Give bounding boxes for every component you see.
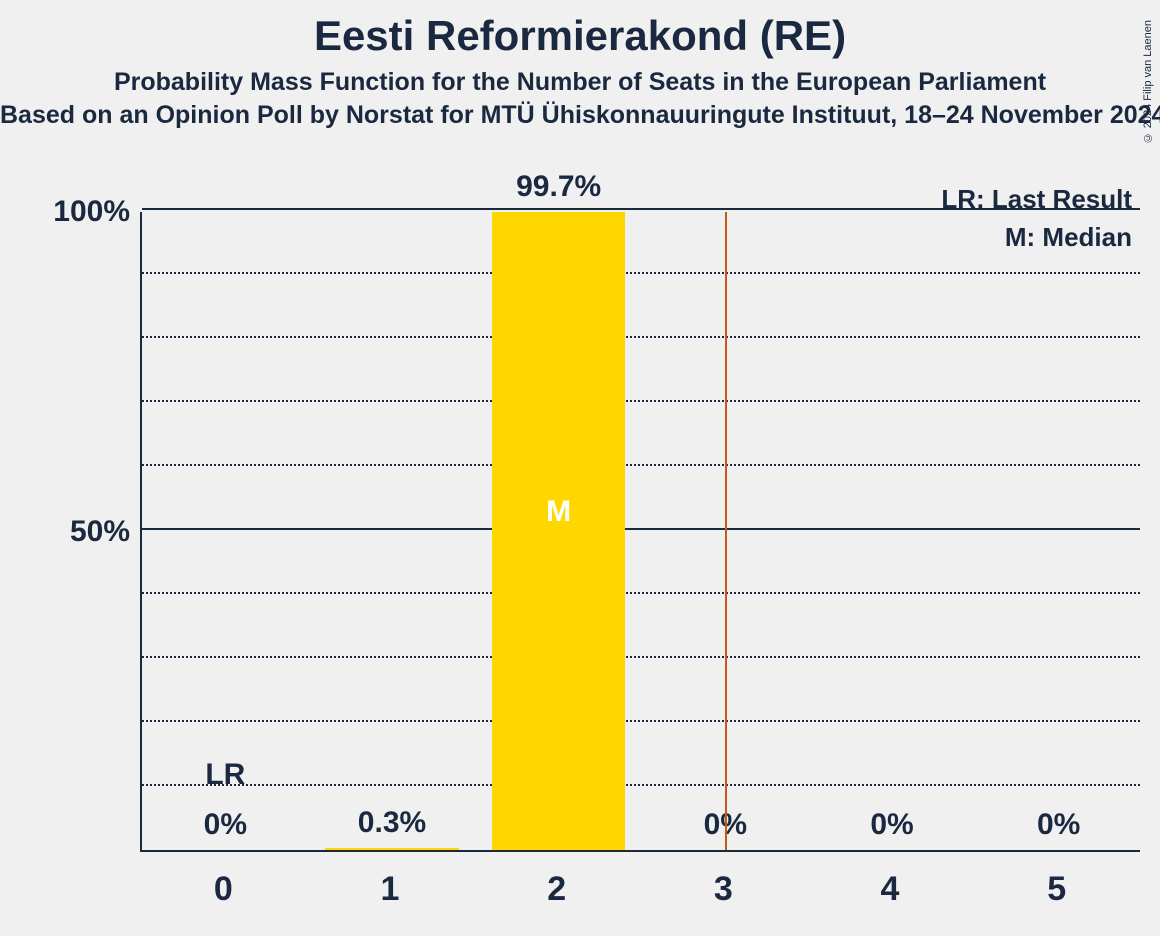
bar-value-label: 0% [1037,808,1080,842]
chart-container: 0%LR0.3%99.7%M0%0%0%LR: Last ResultM: Me… [40,182,1140,902]
bar-value-label: 0% [870,808,913,842]
bar [325,848,458,850]
bar-value-label: 0.3% [358,806,426,840]
gridline-minor [142,784,1140,786]
x-axis-tick: 2 [547,870,566,909]
gridline-minor [142,272,1140,274]
y-axis-label: 50% [70,515,130,549]
x-axis-tick: 1 [381,870,400,909]
y-axis-label: 100% [53,195,130,229]
copyright-text: © 2024 Filip van Laenen [1142,20,1154,143]
gridline-minor [142,656,1140,658]
x-axis-tick: 5 [1047,870,1066,909]
gridline-minor [142,336,1140,338]
bar [492,212,625,850]
x-axis-tick: 0 [214,870,233,909]
gridline-minor [142,400,1140,402]
last-result-marker: LR [205,758,245,792]
plot-area: 0%LR0.3%99.7%M0%0%0%LR: Last ResultM: Me… [140,212,1140,852]
x-axis-tick: 3 [714,870,733,909]
x-axis-tick: 4 [881,870,900,909]
gridline-minor [142,592,1140,594]
chart-subtitle: Probability Mass Function for the Number… [0,68,1160,97]
legend-median: M: Median [1005,222,1132,253]
median-marker: M [546,495,571,529]
gridline-minor [142,464,1140,466]
bar-value-label: 0% [204,808,247,842]
gridline-minor [142,720,1140,722]
legend-lr: LR: Last Result [941,184,1132,215]
gridline-major [142,528,1140,530]
last-result-line [725,212,727,850]
chart-subtitle-2: Based on an Opinion Poll by Norstat for … [0,101,1160,130]
bar-value-label: 99.7% [516,170,601,204]
chart-title: Eesti Reformierakond (RE) [0,12,1160,60]
